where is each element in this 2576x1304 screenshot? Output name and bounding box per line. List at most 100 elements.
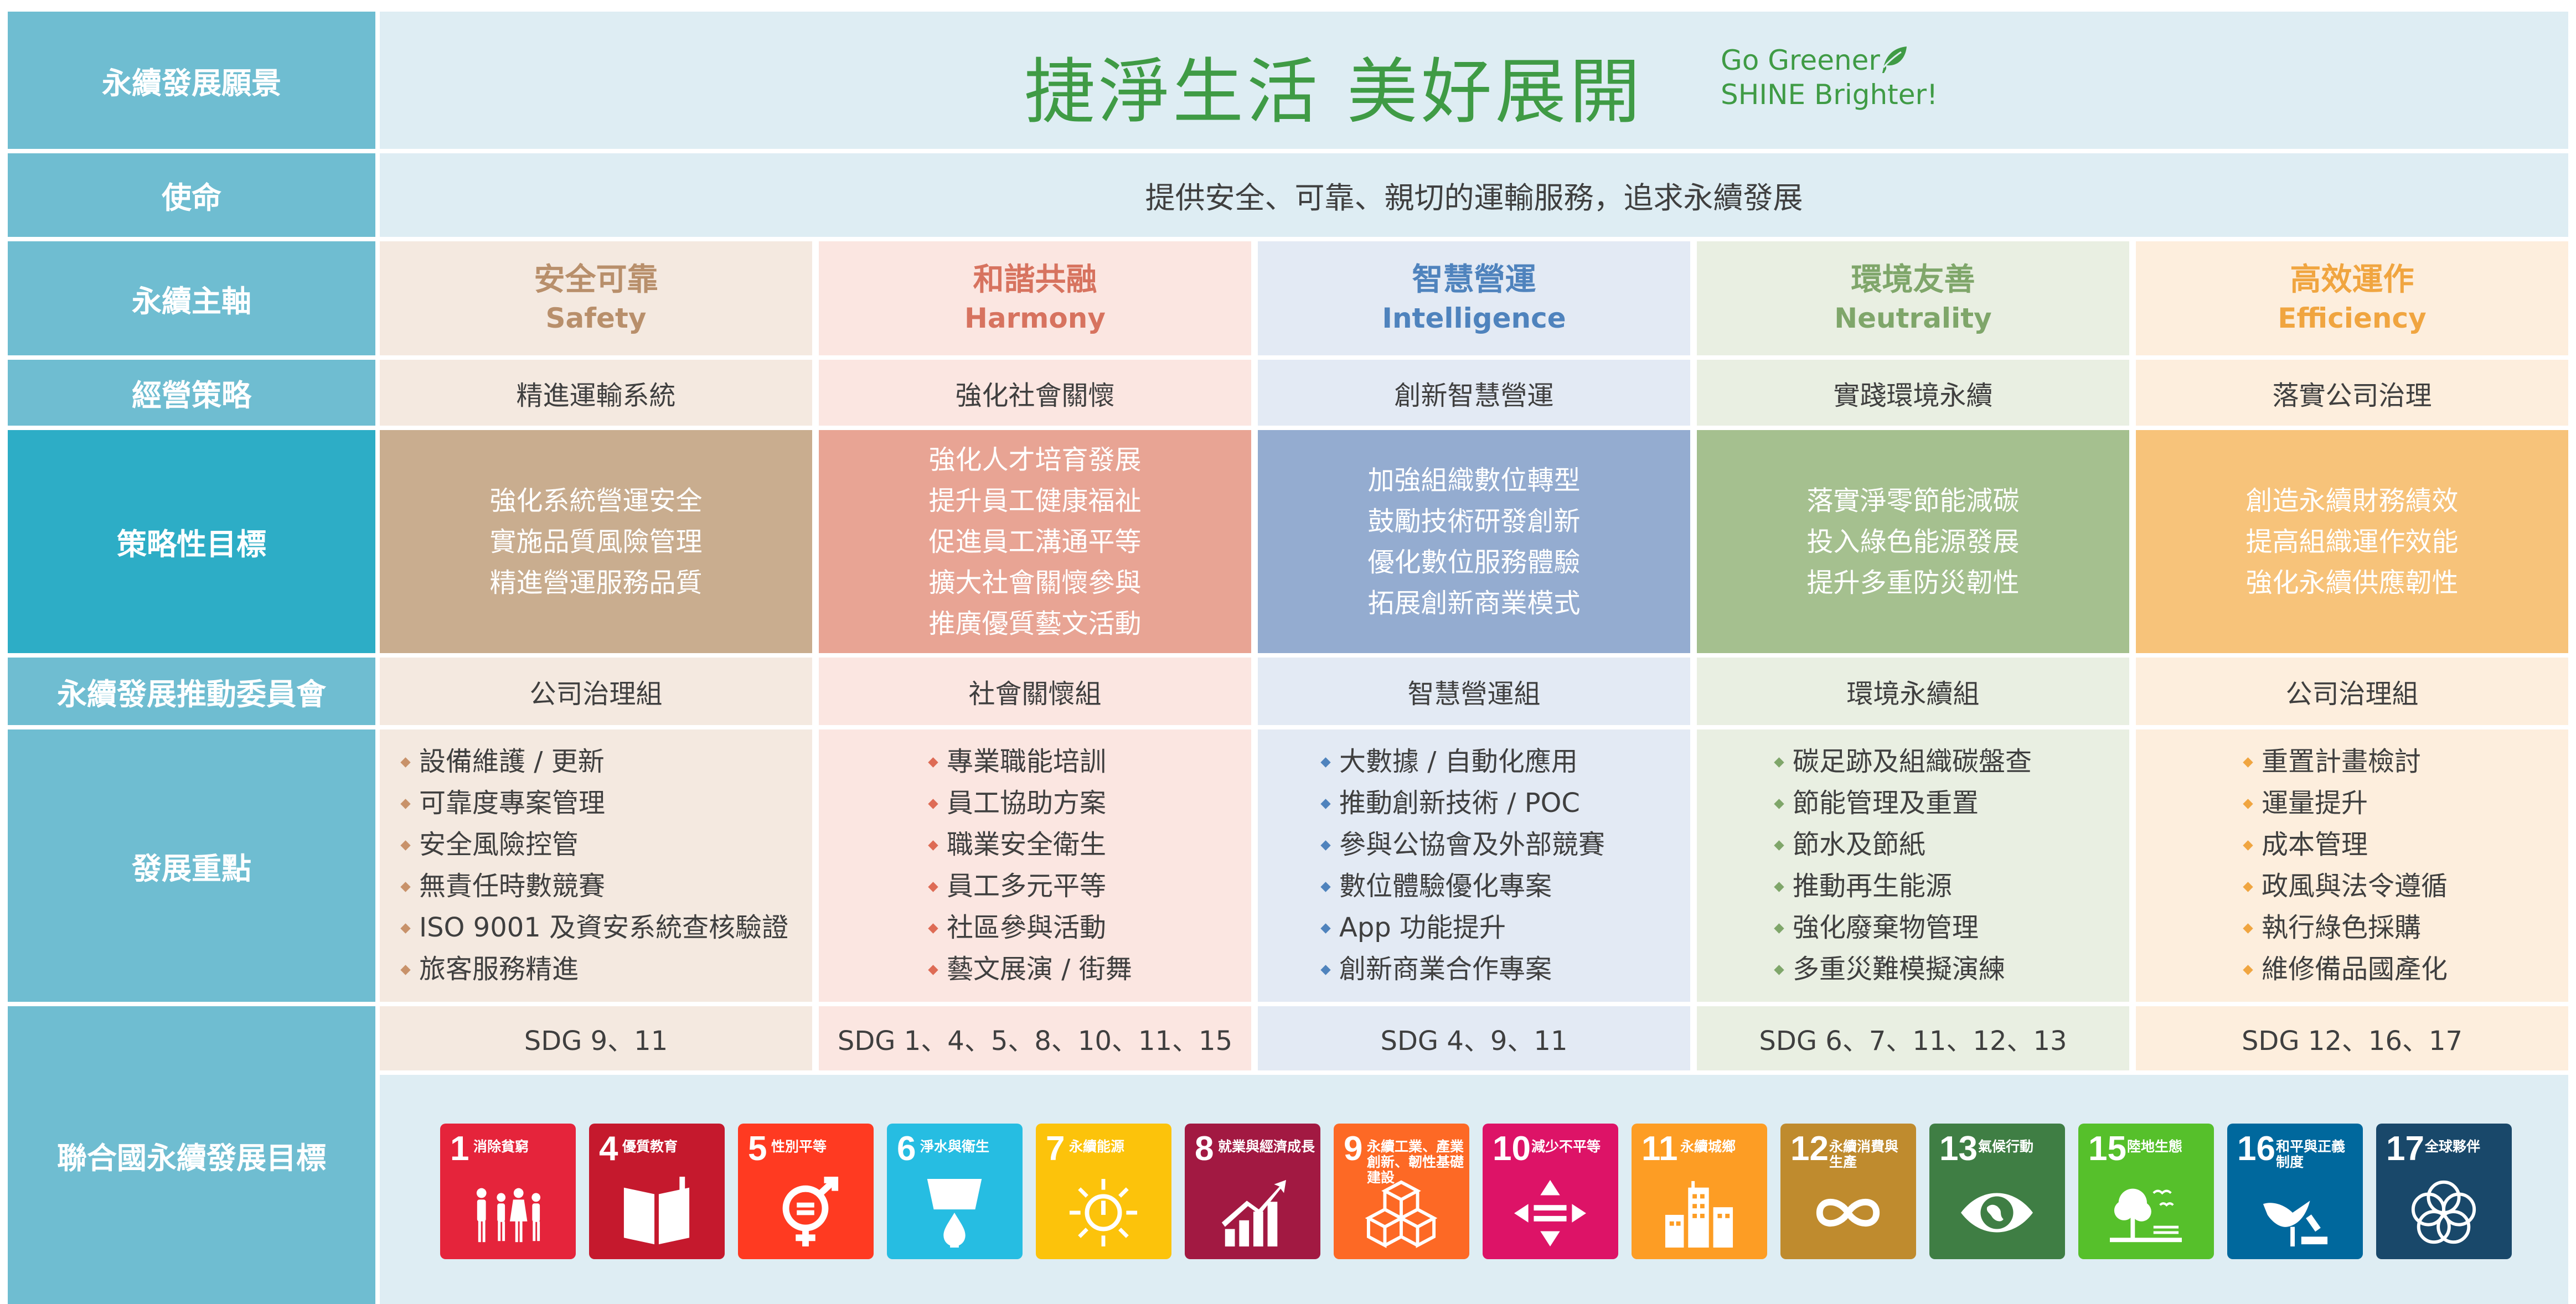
focus-item-label: 職業安全衛生	[947, 829, 1107, 860]
infinity-icon	[1816, 1198, 1880, 1227]
sdg-number: 5	[748, 1130, 767, 1168]
pillar-title-cn: 和諧共融	[973, 262, 1097, 298]
focus-item: 可靠度專案管理	[400, 783, 606, 824]
focus-item-label: 可靠度專案管理	[419, 788, 606, 819]
focus-item: 多重災難模擬演練	[1774, 949, 2006, 990]
sdg-tile-5: 5 性別平等	[738, 1124, 874, 1259]
diamond-bullet-icon	[1774, 882, 1784, 892]
sdg-name: 就業與經濟成長	[1218, 1139, 1315, 1155]
focus-item-label: 旅客服務精進	[419, 954, 579, 985]
focus-item-label: App 功能提升	[1339, 912, 1506, 943]
objective-item: 擴大社會關懷參與	[928, 567, 1142, 598]
focus-item: 創新商業合作專案	[1320, 949, 1552, 990]
focus-item: 碳足跡及組織碳盤查	[1774, 741, 2032, 783]
pillar-title-cn: 環境友善	[1851, 262, 1975, 298]
sdg-tile-10: 10 減少不平等	[1483, 1124, 1618, 1259]
cubes-icon	[1365, 1180, 1438, 1249]
objective-item: 強化系統營運安全	[489, 485, 703, 516]
focus-item: 員工協助方案	[928, 783, 1106, 824]
strategy-text: 精進運輸系統	[516, 380, 676, 411]
dove-gavel-icon	[2263, 1200, 2328, 1247]
diamond-bullet-icon	[400, 757, 411, 768]
focus-cell: 重置計畫檢討 運量提升 成本管理 政風與法令遵循 執行綠色採購 維修備品國產化	[2136, 729, 2568, 1002]
diamond-bullet-icon	[928, 882, 938, 892]
diamond-bullet-icon	[928, 965, 938, 975]
sdg-number: 10	[1493, 1130, 1531, 1168]
committee-cell: 環境永續組	[1697, 658, 2129, 725]
objective-item: 提高組織運作效能	[2245, 526, 2459, 557]
focus-item: 成本管理	[2243, 824, 2368, 866]
diamond-bullet-icon	[2243, 882, 2253, 892]
focus-item-label: 無責任時數競賽	[419, 871, 606, 902]
sdg-tile-6: 6 淨水與衛生	[887, 1124, 1023, 1259]
focus-item: 無責任時數競賽	[400, 866, 606, 907]
vision-slogan-en: Go Greener, SHINE Brighter!	[1721, 43, 1938, 112]
diamond-bullet-icon	[400, 799, 411, 809]
committee-group: 公司治理組	[2285, 679, 2419, 710]
vision-slogan-cn: 捷淨生活 美好展開	[1024, 51, 1644, 133]
sdg-summary-cell: SDG 9、11	[380, 1006, 812, 1070]
row-label-un-sdgs: 聯合國永續發展目標	[8, 1006, 375, 1304]
diamond-bullet-icon	[1774, 965, 1784, 975]
committee-cell: 公司治理組	[2136, 658, 2568, 725]
vision-slogan-en-line1: Go Greener,	[1721, 44, 1889, 76]
pillar-cell: 智慧營運 Intelligence	[1258, 241, 1690, 355]
focus-item-label: 員工多元平等	[947, 871, 1107, 902]
diamond-bullet-icon	[1320, 965, 1331, 975]
committee-group: 公司治理組	[529, 679, 663, 710]
equal-arrows-icon	[1514, 1179, 1586, 1247]
family-icon	[476, 1188, 541, 1243]
strategy-cell: 實踐環境永續	[1697, 360, 2129, 426]
sdg-name: 永續消費與生產	[1829, 1139, 1899, 1170]
diamond-bullet-icon	[2243, 757, 2253, 768]
sdg-name: 全球夥伴	[2425, 1139, 2481, 1155]
focus-item: 強化廢棄物管理	[1774, 907, 1979, 949]
sdg-summary-text: SDG 1、4、5、8、10、11、15	[837, 1026, 1233, 1057]
sdg-name: 永續城鄉	[1680, 1139, 1736, 1155]
objectives-cell: 強化人才培育發展 提升員工健康福祉 促進員工溝通平等 擴大社會關懷參與 推廣優質藝文活動	[819, 430, 1251, 653]
eye-globe-icon	[1961, 1193, 2033, 1233]
diamond-bullet-icon	[1320, 757, 1331, 768]
sdg-number: 8	[1195, 1130, 1214, 1168]
sdg-number: 7	[1046, 1130, 1065, 1168]
focus-item-label: 多重災難模擬演練	[1793, 954, 2006, 985]
focus-item-label: 節水及節紙	[1793, 829, 1926, 860]
focus-item: 員工多元平等	[928, 866, 1107, 907]
committee-group: 社會關懷組	[968, 679, 1102, 710]
diamond-bullet-icon	[1774, 799, 1784, 809]
objective-item: 強化永續供應韌性	[2245, 567, 2459, 598]
diamond-bullet-icon	[1320, 840, 1331, 851]
diamond-bullet-icon	[2243, 965, 2253, 975]
pillar-title-en: Harmony	[964, 302, 1106, 334]
focus-item: 職業安全衛生	[928, 824, 1107, 866]
diamond-bullet-icon	[2243, 799, 2253, 809]
sdg-summary-text: SDG 6、7、11、12、13	[1759, 1026, 2067, 1057]
focus-item: ISO 9001 及資安系統查核驗證	[400, 907, 788, 949]
diamond-bullet-icon	[928, 923, 938, 934]
diamond-bullet-icon	[1320, 799, 1331, 809]
focus-item: 維修備品國產化	[2243, 949, 2448, 990]
sdg-name: 永續能源	[1069, 1139, 1125, 1155]
diamond-bullet-icon	[928, 840, 938, 851]
sdg-tile-17: 17 全球夥伴	[2376, 1124, 2512, 1259]
focus-item-label: 維修備品國產化	[2262, 954, 2448, 985]
sdg-number: 11	[1641, 1130, 1678, 1168]
vision-slogan-en-line2: SHINE Brighter!	[1721, 79, 1938, 111]
objective-item: 精進營運服務品質	[489, 567, 703, 598]
focus-cell: 設備維護 / 更新 可靠度專案管理 安全風險控管 無責任時數競賽 ISO 9001 及資…	[380, 729, 812, 1002]
focus-item-label: 社區參與活動	[947, 912, 1107, 943]
diamond-bullet-icon	[400, 840, 411, 851]
sdg-summary-text: SDG 9、11	[524, 1026, 668, 1057]
focus-item-label: 節能管理及重置	[1793, 788, 1979, 819]
focus-item-label: 政風與法令遵循	[2262, 871, 2448, 902]
focus-item: 藝文展演 / 街舞	[928, 949, 1132, 990]
focus-item: 節水及節紙	[1774, 824, 1926, 866]
row-label-pillars: 永續主軸	[8, 241, 375, 355]
pillar-title-en: Neutrality	[1834, 302, 1992, 334]
objective-item: 拓展創新商業模式	[1367, 587, 1581, 619]
focus-item-label: 推動創新技術 / POC	[1339, 788, 1580, 819]
diamond-bullet-icon	[1774, 757, 1784, 768]
focus-item-label: 設備維護 / 更新	[419, 746, 605, 777]
row-label-focus: 發展重點	[8, 729, 375, 1002]
objective-item: 落實淨零節能減碳	[1806, 485, 2020, 516]
